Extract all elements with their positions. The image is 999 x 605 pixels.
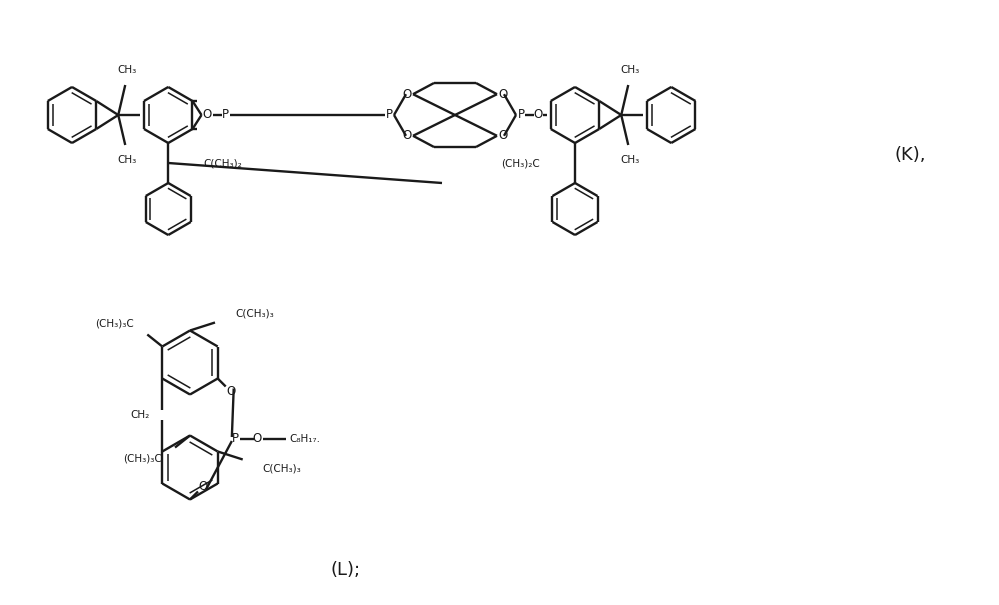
Text: C(CH₃)₃: C(CH₃)₃: [235, 309, 274, 318]
Text: (K),: (K),: [895, 146, 926, 164]
Text: O: O: [533, 108, 542, 122]
Text: P: P: [386, 108, 393, 122]
Text: CH₃: CH₃: [118, 155, 137, 165]
Text: (CH₃)₃C: (CH₃)₃C: [96, 318, 134, 329]
Text: P: P: [222, 108, 229, 122]
Text: CH₃: CH₃: [118, 65, 137, 75]
Text: (L);: (L);: [330, 561, 360, 579]
Text: CH₃: CH₃: [620, 155, 640, 165]
Text: P: P: [233, 433, 240, 445]
Text: CH₃: CH₃: [620, 65, 640, 75]
Text: C(CH₃)₃: C(CH₃)₃: [263, 463, 302, 474]
Text: (CH₃)₂C: (CH₃)₂C: [501, 158, 540, 168]
Text: CH₂: CH₂: [130, 410, 149, 420]
Text: O: O: [499, 129, 507, 142]
Text: P: P: [517, 108, 524, 122]
Text: O: O: [203, 108, 212, 122]
Text: O: O: [403, 129, 412, 142]
Text: O: O: [403, 88, 412, 100]
Text: O: O: [499, 88, 507, 100]
Text: C₈H₁₇.: C₈H₁₇.: [290, 434, 321, 444]
Text: O: O: [252, 433, 262, 445]
Text: O: O: [199, 480, 208, 493]
Text: C(CH₃)₂: C(CH₃)₂: [203, 158, 242, 168]
Text: (CH₃)₃C: (CH₃)₃C: [123, 454, 162, 463]
Text: O: O: [226, 385, 236, 398]
